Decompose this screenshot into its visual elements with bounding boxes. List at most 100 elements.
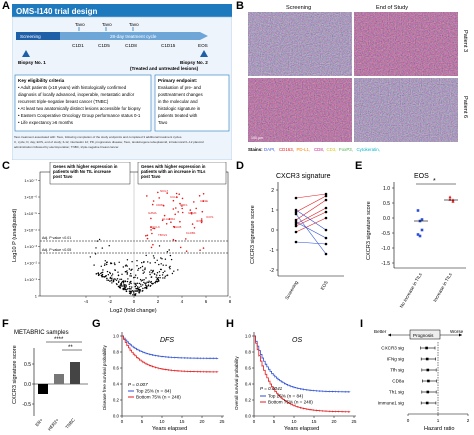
paired-line xyxy=(295,193,327,199)
km-ytick: 0.8 xyxy=(113,350,120,355)
paired-point xyxy=(294,224,298,228)
volcano-point xyxy=(101,247,104,249)
panel-h-os: OS 1.0 0.8 0.6 0.4 0.2 0.0 0 5 10 15 20 25 P = 0.0… xyxy=(234,332,357,432)
volcano-point xyxy=(150,280,152,283)
volcano-point xyxy=(95,247,97,249)
volcano-point xyxy=(145,282,147,284)
paired-point xyxy=(324,198,328,202)
volcano-point-sig xyxy=(152,200,155,202)
stain-pd-l1: PD-L1, xyxy=(297,147,311,152)
volcano-point xyxy=(140,285,142,287)
volcano-point xyxy=(137,269,139,271)
c-xtick: -2 xyxy=(108,299,112,304)
volcano-point xyxy=(162,277,164,279)
volcano-point xyxy=(114,278,116,280)
volcano-point xyxy=(134,286,136,288)
c-ytick: 1×10⁻⁶ xyxy=(24,195,37,200)
volcano-point xyxy=(130,290,132,292)
volcano-point-sig xyxy=(179,246,182,249)
c-xtick: 6 xyxy=(205,299,208,304)
paired-point xyxy=(294,212,298,216)
volcano-point xyxy=(158,271,161,273)
volcano-point xyxy=(136,277,139,279)
volcano-point xyxy=(142,287,144,290)
volcano-point xyxy=(126,280,129,283)
panel-letter-i: I xyxy=(360,318,364,330)
volcano-point xyxy=(126,259,129,261)
panel-letter-c: C xyxy=(2,160,10,172)
volcano-point xyxy=(100,272,102,275)
volcano-point xyxy=(139,267,142,269)
panel-b-images: Screening End of Study 100 µm Patient 3 … xyxy=(246,0,474,160)
volcano-point xyxy=(136,282,139,284)
volcano-point xyxy=(122,282,125,284)
volcano-point xyxy=(117,285,120,288)
volcano-point xyxy=(130,292,132,294)
gene-label: ICOS xyxy=(206,215,213,219)
panel-g-top: Top 25% (n = 84) xyxy=(136,389,172,394)
volcano-point xyxy=(109,277,111,279)
volcano-point-sig xyxy=(189,209,192,211)
volcano-point-sig xyxy=(168,218,170,220)
volcano-point-sig xyxy=(201,210,204,213)
volcano-point xyxy=(136,260,138,262)
volcano-point xyxy=(152,282,154,285)
forest-point xyxy=(426,368,430,372)
panel-a-title-bar xyxy=(12,4,232,17)
panel-c-label-right: Genes with higher expression in xyxy=(141,164,206,169)
km-xtick: 5 xyxy=(141,419,144,424)
volcano-point xyxy=(95,273,97,275)
forest-xtick: 0 xyxy=(407,418,410,423)
e-point-blue xyxy=(416,209,420,212)
km-ytick: 0.4 xyxy=(113,382,120,387)
volcano-point-sig xyxy=(172,225,175,228)
volcano-point xyxy=(156,279,158,281)
km-xtick: 15 xyxy=(312,419,317,424)
paired-line xyxy=(295,211,327,227)
volcano-point xyxy=(159,274,161,277)
volcano-point xyxy=(128,287,130,290)
panel-g-bottom: Bottom 75% (n = 248) xyxy=(136,395,181,400)
volcano-point-sig xyxy=(202,200,205,202)
volcano-point-sig xyxy=(151,232,153,235)
volcano-point xyxy=(151,282,153,285)
volcano-point-sig xyxy=(170,221,172,223)
volcano-point xyxy=(126,273,128,275)
volcano-point xyxy=(103,264,106,266)
km-xtick: 0 xyxy=(253,419,256,424)
d-xtick-screening: Screening xyxy=(284,280,299,301)
volcano-point-sig xyxy=(179,220,181,223)
c-ytick: 1 xyxy=(35,294,38,299)
e-point-red xyxy=(448,195,452,199)
e-ytick: -0.5 xyxy=(381,231,390,237)
endpoint-line: in the molecular and xyxy=(158,99,198,104)
gene-label: CD8A xyxy=(156,203,164,207)
volcano-point-sig xyxy=(172,208,175,210)
gene-label: CD3E xyxy=(200,199,208,203)
volcano-point xyxy=(124,288,127,290)
paired-line xyxy=(295,221,327,239)
c1d5: C1D5 xyxy=(98,43,110,48)
e-ytick: 0.5 xyxy=(383,201,390,207)
volcano-point xyxy=(148,280,150,282)
volcano-point xyxy=(120,284,123,286)
volcano-point xyxy=(153,257,155,259)
volcano-point xyxy=(154,282,156,284)
panel-c-ylabel: Log10 P (unadjusted) xyxy=(12,208,18,262)
volcano-point xyxy=(159,277,161,279)
volcano-point xyxy=(113,262,116,264)
worse-arrow-icon xyxy=(459,333,462,337)
volcano-point xyxy=(144,287,146,289)
panel-i-worse: Worse xyxy=(450,329,464,334)
volcano-point-sig xyxy=(200,220,203,222)
volcano-point xyxy=(142,284,144,286)
gene-label: TLR8 xyxy=(174,225,182,229)
paired-point xyxy=(294,208,298,212)
panel-g-ylabel: Disease free survival probability xyxy=(102,344,107,410)
volcano-point-sig xyxy=(175,192,178,195)
volcano-point xyxy=(144,282,146,284)
volcano-point xyxy=(123,287,125,289)
eligibility-line: • Adult patients (≥18 years) with histol… xyxy=(18,85,127,90)
paired-point xyxy=(294,230,298,234)
